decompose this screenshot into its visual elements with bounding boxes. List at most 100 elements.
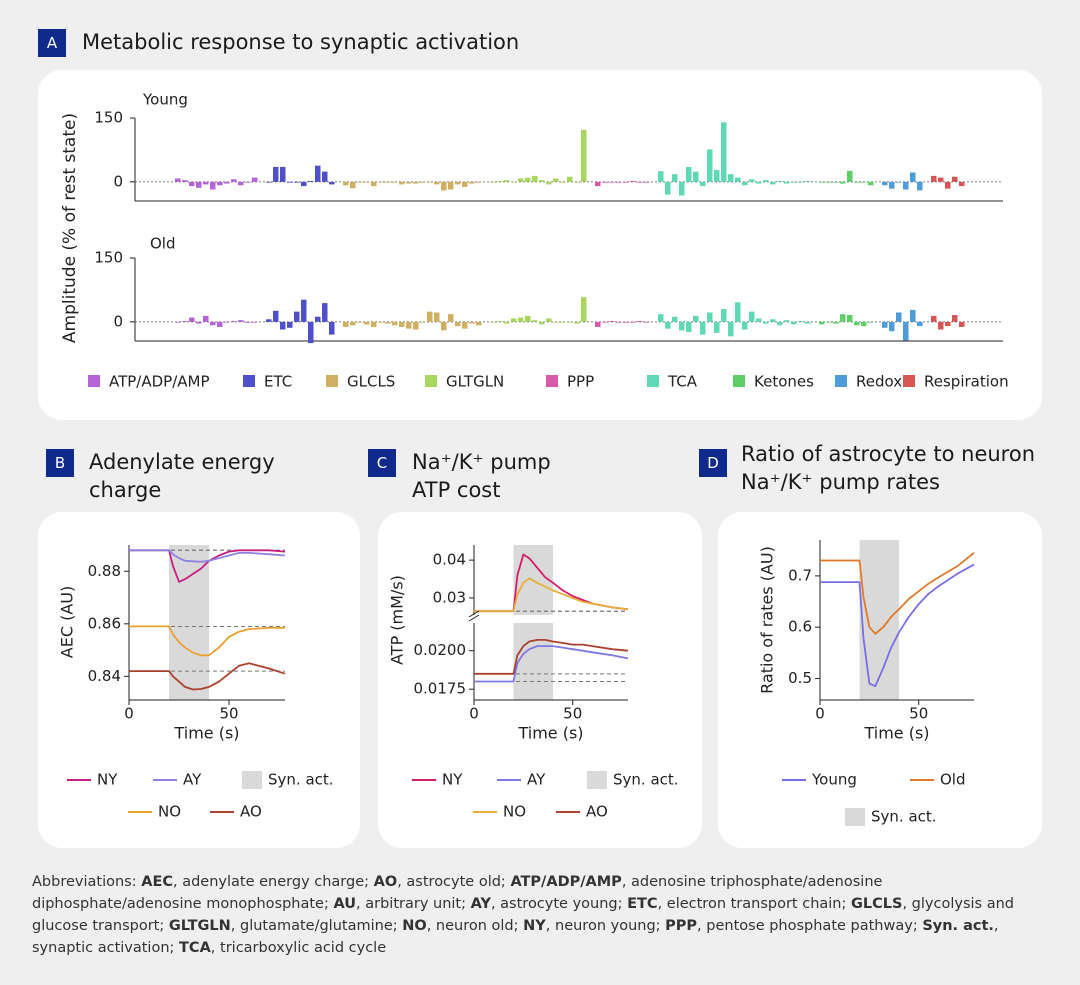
bar — [882, 181, 888, 186]
legend-swatch — [845, 808, 865, 826]
bar — [777, 180, 783, 182]
bar — [602, 321, 608, 323]
y-tick-label: 150 — [94, 109, 123, 127]
bar — [637, 181, 643, 183]
bar — [665, 181, 671, 195]
abbr-text: , pentose phosphate pathway; — [697, 918, 923, 934]
bar — [301, 181, 307, 187]
bar — [392, 321, 398, 326]
bar — [770, 181, 776, 185]
legend-swatch — [242, 771, 262, 789]
bar — [224, 321, 230, 323]
line — [129, 549, 286, 563]
bar — [917, 321, 923, 327]
bar — [266, 319, 272, 322]
bar — [476, 321, 482, 326]
abbreviations: Abbreviations: AEC, adenylate energy cha… — [32, 871, 1032, 959]
legend-label: AO — [586, 803, 608, 821]
bar — [504, 180, 510, 182]
bar — [322, 171, 328, 182]
y-tick-label: 0.0175 — [414, 680, 467, 698]
abbr-term: TCA — [179, 940, 211, 956]
bar — [672, 316, 678, 322]
bar — [833, 181, 839, 183]
bar — [399, 321, 405, 327]
bar — [252, 321, 258, 323]
bar — [784, 320, 790, 322]
bar — [700, 321, 706, 335]
bar — [581, 297, 587, 322]
legend-swatch — [733, 375, 745, 387]
bar — [679, 321, 685, 331]
bar — [756, 181, 762, 184]
abbr-text: , arbitrary unit; — [356, 896, 471, 912]
bar — [616, 321, 622, 323]
bar — [826, 181, 832, 183]
y-tick-label: 0.5 — [788, 669, 812, 687]
bar — [175, 178, 181, 182]
bar — [273, 310, 279, 322]
legend-swatch — [587, 771, 607, 789]
bar — [910, 309, 916, 322]
legend-label: ATP/ADP/AMP — [109, 373, 210, 391]
bar — [455, 321, 461, 327]
legend-label: NY — [97, 771, 118, 789]
bar — [308, 180, 314, 182]
abbr-text: Abbreviations: — [32, 874, 142, 890]
bar — [945, 181, 951, 189]
legend-label: Redox — [856, 373, 902, 391]
bar — [315, 165, 321, 182]
bar — [497, 180, 503, 182]
bar — [238, 320, 244, 322]
card — [38, 70, 1042, 420]
panel-title: Ratio of astrocyte to neuron Na⁺/K⁺ pump… — [741, 442, 1035, 494]
axis-break — [468, 610, 480, 618]
bar — [868, 181, 874, 186]
bar — [763, 180, 769, 182]
y-tick-label: 0 — [113, 172, 123, 190]
legend-label: Syn. act. — [871, 808, 937, 826]
line — [474, 577, 629, 613]
bar — [749, 311, 755, 322]
bar — [700, 181, 706, 187]
line — [820, 563, 975, 688]
bar — [511, 318, 517, 322]
legend-swatch — [88, 375, 100, 387]
bar — [182, 320, 188, 322]
bar — [406, 321, 412, 329]
bar — [749, 179, 755, 182]
legend-label: Respiration — [924, 373, 1009, 391]
bar — [385, 181, 391, 183]
bar — [707, 312, 713, 322]
bar — [385, 321, 391, 324]
bar — [175, 321, 181, 323]
bar — [420, 321, 426, 323]
abbr-text: , astrocyte old; — [397, 874, 511, 890]
bar — [434, 312, 440, 322]
y-axis-label: ATP (mM/s) — [388, 575, 407, 665]
legend-label: Old — [940, 771, 966, 789]
bar — [609, 320, 615, 322]
legend-swatch — [326, 375, 338, 387]
bar — [959, 321, 965, 327]
bar — [938, 321, 944, 330]
bar — [805, 321, 811, 324]
bar — [665, 321, 671, 329]
panel-title: Na⁺/K⁺ pump ATP cost — [412, 450, 551, 502]
legend-swatch — [425, 375, 437, 387]
bar — [231, 179, 237, 182]
bar — [364, 321, 370, 325]
bar — [350, 321, 356, 326]
bar — [427, 181, 433, 183]
legend-label: AO — [240, 803, 262, 821]
legend-swatch — [903, 375, 915, 387]
bar — [462, 181, 468, 187]
y-tick-label: 0.04 — [433, 551, 466, 569]
bar — [672, 174, 678, 182]
bar — [840, 314, 846, 322]
bar — [210, 321, 216, 326]
bar — [630, 180, 636, 182]
bar — [889, 321, 895, 332]
bar — [203, 315, 209, 322]
bar — [413, 181, 419, 184]
